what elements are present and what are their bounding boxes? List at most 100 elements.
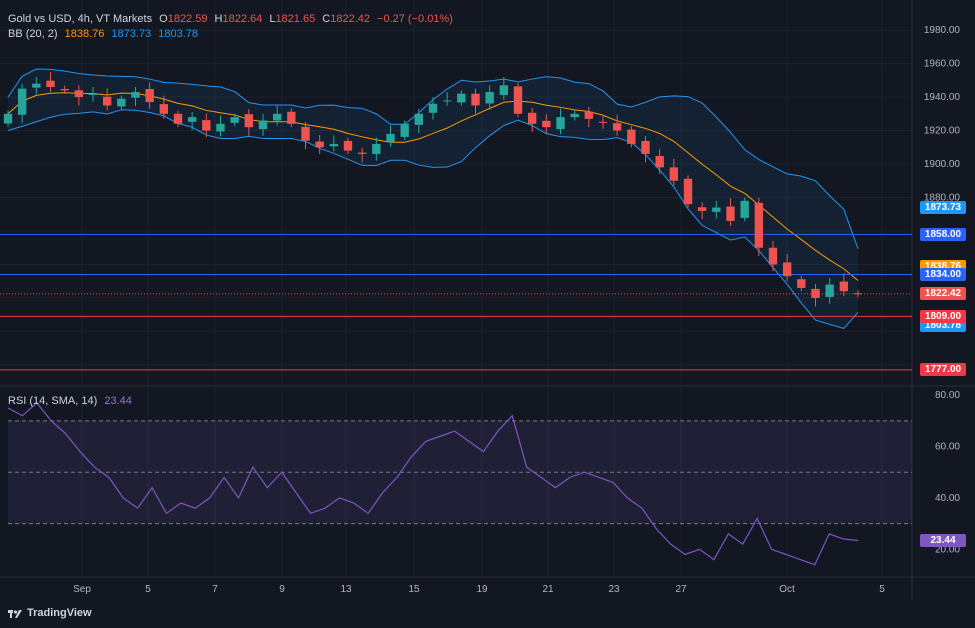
tradingview-logo[interactable]: TradingView: [8, 607, 92, 619]
candle-body: [655, 155, 664, 168]
candle-body: [726, 206, 735, 221]
candle-body: [187, 117, 197, 122]
candle-body: [457, 93, 466, 103]
candle-body: [442, 100, 452, 102]
x-tick-label: 19: [476, 584, 488, 595]
candle-body: [159, 104, 169, 114]
candle-body: [372, 143, 381, 154]
candle-body: [570, 113, 579, 118]
level-axis-label: 1858.00: [920, 227, 966, 241]
candle-body: [3, 113, 13, 124]
symbol-legend: Gold vs USD, 4h, VT Markets O1822.59 H18…: [8, 13, 457, 25]
y-tick-label: 1880.00: [924, 193, 961, 204]
candle-body: [669, 167, 679, 181]
candle-body: [612, 123, 622, 131]
bb-legend: BB (20, 2) 1838.76 1873.73 1803.78: [8, 28, 202, 40]
candle-body: [46, 80, 55, 88]
bb-upper-value: 1873.73: [111, 28, 152, 40]
y-tick-label: 1940.00: [924, 92, 961, 103]
tradingview-logo-icon: [8, 609, 22, 618]
candle-body: [712, 207, 721, 212]
candle-body: [811, 288, 820, 298]
high-value: 1822.64: [222, 13, 263, 25]
candle-body: [627, 129, 636, 144]
candle-body: [173, 113, 183, 124]
price-axis-label: 1873.73: [920, 201, 966, 215]
candle-body: [202, 120, 211, 131]
rsi-y-tick-label: 20.00: [935, 544, 960, 555]
candle-body: [32, 83, 41, 88]
candle-body: [584, 111, 594, 119]
x-tick-label: 9: [279, 584, 285, 595]
y-tick-label: 1920.00: [924, 126, 961, 137]
candle-body: [301, 126, 310, 141]
candle-body: [513, 86, 523, 114]
high-label: H: [214, 13, 223, 25]
candle-body: [329, 143, 339, 147]
candle-body: [428, 103, 438, 113]
candle-body: [74, 90, 84, 98]
tradingview-logo-text: TradingView: [27, 607, 92, 619]
candle-body: [839, 281, 849, 292]
y-tick-label: 1980.00: [924, 25, 961, 36]
level-axis-label: 1834.00: [920, 268, 966, 281]
candle-body: [258, 120, 268, 130]
candle-body: [542, 120, 551, 128]
candle-body: [697, 207, 707, 211]
candle-body: [485, 92, 494, 104]
rsi-axis-label: 23.44: [920, 533, 966, 547]
rsi-y-tick-label: 80.00: [935, 390, 960, 401]
rsi-legend: RSI (14, SMA, 14) 23.44: [8, 395, 136, 407]
close-value: 1822.42: [330, 13, 370, 25]
candle-body: [230, 117, 239, 123]
candle-body: [386, 133, 395, 142]
rsi-y-tick-label: 60.00: [935, 442, 960, 453]
candle-body: [244, 114, 254, 128]
candle-body: [117, 98, 126, 107]
candle-body: [598, 121, 608, 123]
x-tick-label: 13: [340, 584, 352, 595]
level-axis-label: 1777.00: [920, 363, 966, 377]
x-tick-label: 7: [212, 584, 218, 595]
candle-body: [556, 117, 565, 130]
candle-body: [357, 152, 367, 154]
candle-body: [272, 113, 282, 121]
x-tick-label: 21: [542, 584, 554, 595]
candle-body: [400, 123, 409, 137]
x-tick-label: 5: [879, 584, 885, 595]
low-label: L: [269, 13, 276, 25]
candle-body: [343, 140, 353, 151]
x-tick-label: 15: [408, 584, 420, 595]
candle-body: [287, 111, 296, 124]
candle-body: [17, 88, 27, 115]
change-value: −0.27 (−0.01%): [377, 13, 453, 25]
rsi-value: 23.44: [104, 395, 132, 407]
y-tick-label: 1960.00: [924, 59, 961, 70]
x-tick-label: 27: [675, 584, 687, 595]
candle-body: [499, 85, 509, 96]
candle-body: [797, 279, 806, 288]
candle-body: [102, 96, 112, 106]
bb-lower-line: [7, 109, 859, 330]
x-tick-label: 5: [145, 584, 151, 595]
candle-body: [414, 113, 424, 125]
open-value: 1822.59: [167, 13, 208, 25]
candle-body: [315, 141, 324, 148]
rsi-line: [7, 401, 859, 566]
level-axis-label: 1809.00: [920, 309, 966, 323]
x-tick-label: Oct: [779, 584, 795, 595]
candle-body: [683, 178, 693, 205]
candle-body: [641, 140, 650, 154]
candle-body: [131, 92, 140, 98]
candle-body: [782, 262, 792, 277]
candle-body: [754, 202, 764, 248]
candle-body: [471, 93, 480, 106]
candle-body: [60, 89, 69, 91]
candle-body: [527, 112, 537, 124]
candle-body: [853, 293, 863, 295]
symbol-title: Gold vs USD, 4h, VT Markets: [8, 13, 153, 25]
x-tick-label: Sep: [73, 584, 91, 595]
rsi-label: RSI (14, SMA, 14): [8, 395, 98, 407]
low-value: 1821.65: [275, 13, 316, 25]
